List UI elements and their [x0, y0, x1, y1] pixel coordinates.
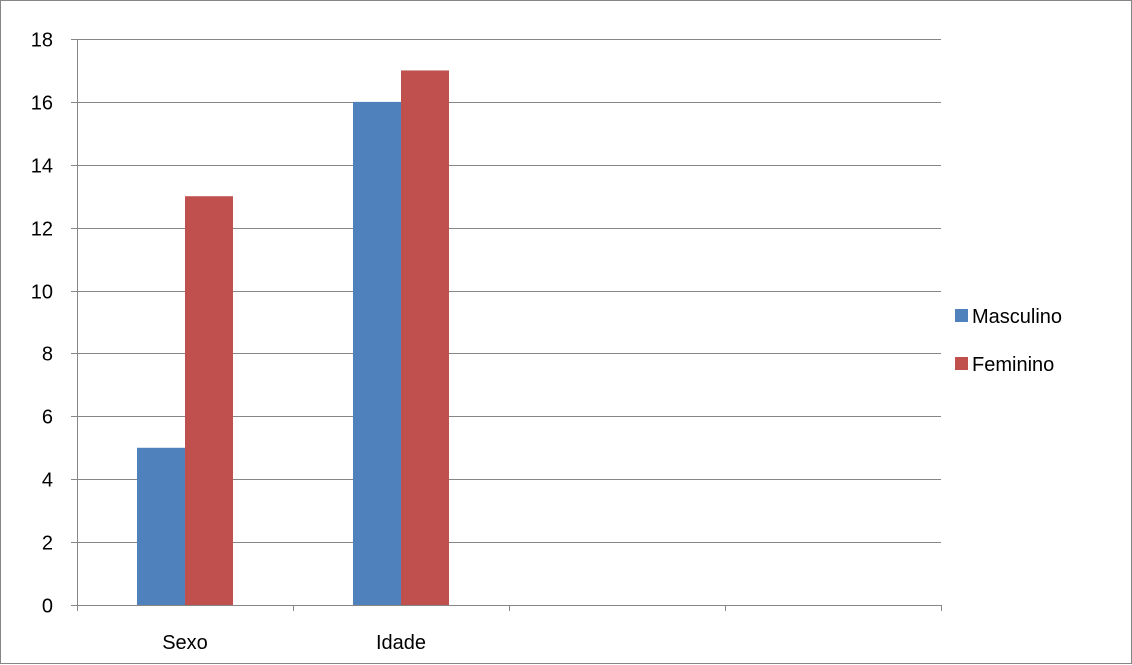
x-tick-labels: Sexo Idade: [162, 632, 426, 654]
y-tick-label: 6: [42, 407, 53, 429]
y-tick-labels: 0 2 4 6 8 10 12 14 16 18: [31, 30, 53, 618]
y-tick-label: 2: [42, 533, 53, 555]
y-tick-label: 18: [31, 30, 53, 52]
legend-label-feminino: Feminino: [972, 354, 1054, 376]
bars: [137, 70, 449, 605]
y-tick-label: 0: [42, 596, 53, 618]
legend-swatch-feminino: [955, 357, 968, 370]
x-tick-label: Sexo: [162, 632, 208, 654]
legend: Masculino Feminino: [955, 306, 1062, 376]
x-tick-label: Idade: [376, 632, 426, 654]
axes: [71, 39, 942, 611]
y-tick-label: 10: [31, 282, 53, 304]
y-tick-label: 4: [42, 470, 53, 492]
bar-feminino-idade: [401, 70, 449, 605]
bar-feminino-sexo: [185, 196, 233, 605]
y-tick-label: 12: [31, 219, 53, 241]
legend-swatch-masculino: [955, 309, 968, 322]
legend-label-masculino: Masculino: [972, 306, 1062, 328]
y-tick-label: 16: [31, 93, 53, 115]
bar-masculino-sexo: [137, 447, 185, 605]
y-tick-label: 8: [42, 344, 53, 366]
bar-masculino-idade: [353, 101, 401, 605]
y-tick-label: 14: [31, 156, 53, 178]
